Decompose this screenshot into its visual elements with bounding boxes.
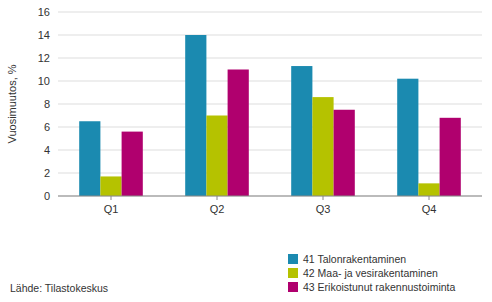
x-axis-line [58, 196, 482, 197]
grid-line [58, 58, 482, 59]
bars [79, 35, 461, 196]
bar [228, 70, 249, 197]
x-tick [217, 196, 218, 200]
y-tick-label: 16 [38, 6, 50, 18]
y-tick-label: 6 [44, 121, 50, 133]
bar [185, 35, 206, 196]
x-tick [429, 196, 430, 200]
legend-swatch [288, 254, 298, 264]
legend-swatch [288, 282, 298, 292]
x-tick-label: Q3 [316, 203, 331, 215]
grid-line [58, 12, 482, 13]
y-tick-label: 4 [44, 144, 50, 156]
x-tick [111, 196, 112, 200]
bar [79, 121, 100, 196]
y-tick-label: 12 [38, 52, 50, 64]
y-tick-label: 8 [44, 98, 50, 110]
chart-container: 0 2 4 6 8 10 12 14 16 Q1 Q2 Q3 Q4 Vuosimuutos, % 41 Ta… [0, 0, 492, 302]
footnote: Lähde: Tilastokeskus [10, 282, 108, 294]
legend-label: 42 Maa- ja vesirakentaminen [303, 267, 438, 279]
y-tick-label: 2 [44, 167, 50, 179]
legend-label: 43 Erikoistunut rakennustoiminta [303, 281, 455, 293]
grid-line [58, 196, 482, 197]
chart-svg: 0 2 4 6 8 10 12 14 16 Q1 Q2 Q3 Q4 Vuosimuutos, % 41 Ta… [0, 0, 492, 302]
legend-label: 41 Talonrakentaminen [303, 253, 406, 265]
bar [122, 132, 143, 196]
y-tick-label: 0 [44, 190, 50, 202]
bar [291, 66, 312, 196]
bar [312, 97, 333, 196]
x-tick-label: Q2 [210, 203, 225, 215]
grid [58, 12, 482, 196]
x-tick-label: Q1 [104, 203, 119, 215]
bar [206, 116, 227, 197]
bar [100, 176, 121, 196]
grid-line [58, 35, 482, 36]
legend: 41 Talonrakentaminen 42 Maa- ja vesiraken… [288, 253, 455, 293]
y-axis-label: Vuosimuutos, % [6, 64, 18, 143]
bar [334, 110, 355, 196]
x-tick-label: Q4 [422, 203, 437, 215]
bar [418, 183, 439, 196]
y-tick-label: 10 [38, 75, 50, 87]
bar [397, 79, 418, 196]
x-tick [323, 196, 324, 200]
legend-swatch [288, 268, 298, 278]
bar [440, 118, 461, 196]
y-tick-label: 14 [38, 29, 50, 41]
